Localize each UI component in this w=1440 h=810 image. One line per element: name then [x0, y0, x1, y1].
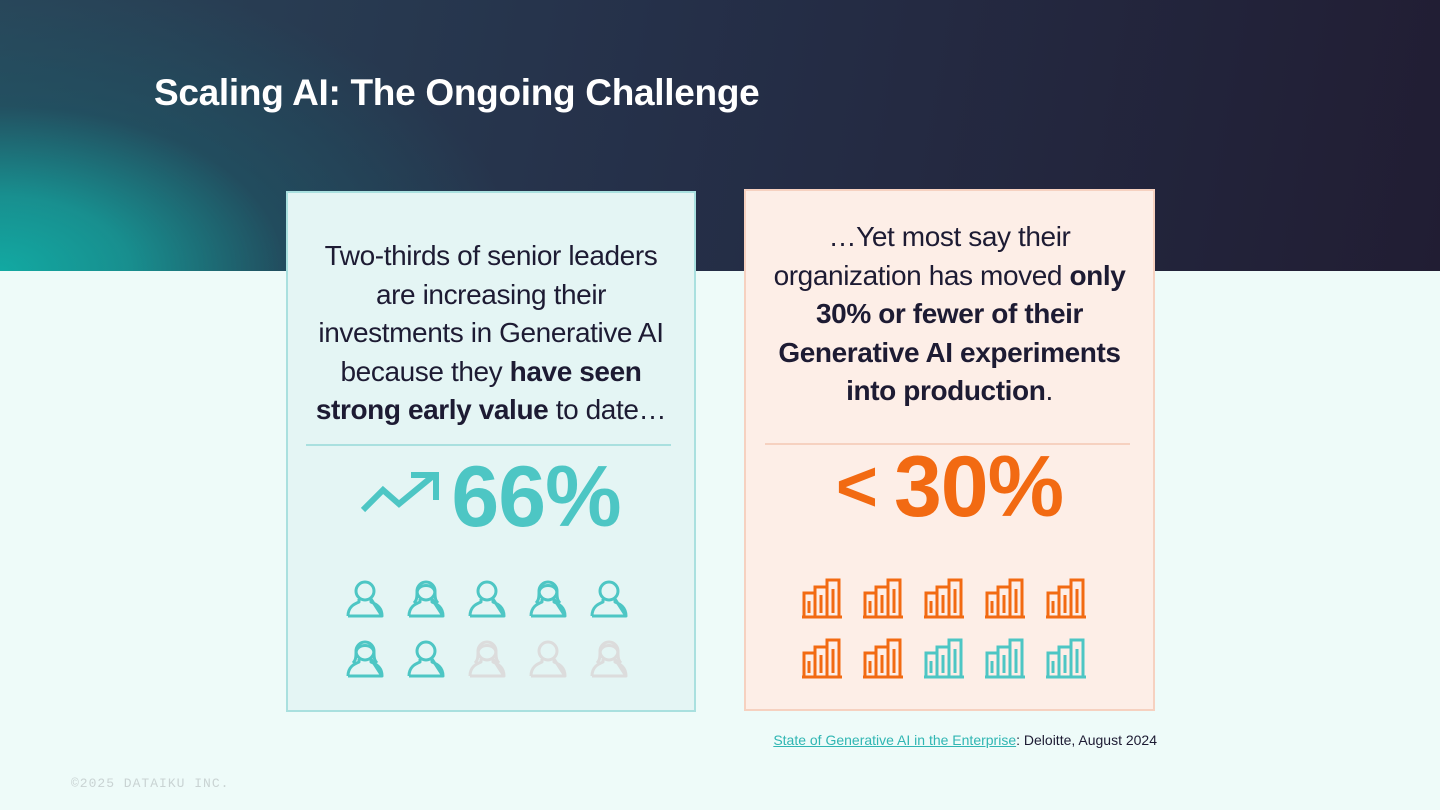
people-icon-grid	[344, 577, 630, 679]
header-band	[0, 0, 1440, 271]
slide-title: Scaling AI: The Ongoing Challenge	[154, 72, 760, 113]
right-stat-row: < 30%	[746, 439, 1153, 535]
person-icon	[344, 637, 386, 679]
source-details: : Deloitte, August 2024	[1016, 732, 1157, 748]
right-text-bold: only 30% or fewer of their Generative AI…	[778, 259, 1126, 407]
building-chart-icon	[801, 637, 843, 679]
building-chart-icon	[923, 637, 965, 679]
building-chart-icon	[984, 637, 1026, 679]
right-stat-value: 30%	[893, 438, 1064, 535]
person-icon	[466, 637, 508, 679]
building-icon-grid	[801, 577, 1087, 679]
person-icon	[405, 637, 447, 679]
left-stat-row: 66%	[288, 449, 694, 545]
person-icon	[466, 577, 508, 619]
left-text-part-1: Two-thirds of senior leaders are increas…	[318, 240, 664, 387]
person-icon	[527, 577, 569, 619]
building-chart-icon	[1045, 577, 1087, 619]
right-text-part-1: …Yet most say their organization has mov…	[773, 221, 1071, 291]
person-icon	[588, 637, 630, 679]
right-card-text: …Yet most say their organization has mov…	[760, 218, 1139, 411]
left-card-text: Two-thirds of senior leaders are increas…	[302, 237, 680, 430]
person-icon	[405, 577, 447, 619]
right-text-part-2: .	[1045, 375, 1053, 406]
trending-up-icon	[361, 470, 441, 525]
right-stat-card: …Yet most say their organization has mov…	[744, 189, 1155, 711]
left-divider	[306, 444, 671, 446]
person-icon	[588, 577, 630, 619]
left-stat-value: 66%	[451, 448, 621, 545]
left-text-bold: have seen strong early value	[315, 355, 642, 426]
building-chart-icon	[984, 577, 1026, 619]
building-chart-icon	[923, 577, 965, 619]
person-icon	[344, 577, 386, 619]
source-link[interactable]: State of Generative AI in the Enterprise	[773, 732, 1017, 748]
source-citation: State of Generative AI in the Enterprise…	[773, 732, 1157, 748]
right-divider	[765, 443, 1130, 445]
left-stat-card: Two-thirds of senior leaders are increas…	[286, 191, 696, 712]
building-chart-icon	[1045, 637, 1087, 679]
person-icon	[527, 637, 569, 679]
building-chart-icon	[862, 577, 904, 619]
building-chart-icon	[862, 637, 904, 679]
copyright-text: ©2025 DATAIKU INC.	[71, 776, 230, 791]
left-text-part-2: to date…	[548, 394, 667, 425]
right-stat-prefix: <	[835, 447, 878, 527]
building-chart-icon	[801, 577, 843, 619]
